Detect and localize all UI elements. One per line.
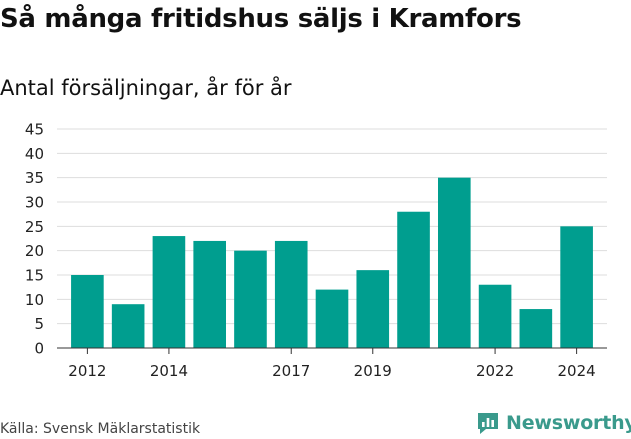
y-tick-label-15: 15 [25,267,44,285]
chart-subtitle: Antal försäljningar, år för år [0,76,292,100]
y-tick-label-40: 40 [25,145,44,163]
y-tick-label-20: 20 [25,242,44,260]
y-axis-labels: 0 5 10 15 20 25 30 35 40 45 [25,121,44,358]
chart-title: Så många fritidshus säljs i Kramfors [0,4,522,34]
y-tick-label-25: 25 [25,218,44,236]
y-tick-label-0: 0 [34,340,44,358]
x-tick-label-2014: 2014 [150,362,188,380]
source-note: Källa: Svensk Mäklarstatistik [0,421,201,437]
bar-2014 [152,236,186,348]
x-tick-label-2024: 2024 [558,362,596,380]
bar-2023 [519,309,553,348]
bar-2020 [397,211,430,348]
y-tick-label-45: 45 [25,121,44,139]
y-tick-label-35: 35 [25,169,44,187]
bar-2015 [193,240,226,348]
bar-2024 [560,226,593,348]
x-tick-label-2012: 2012 [68,362,106,380]
x-tick-label-2022: 2022 [476,362,514,380]
bar-2022 [478,284,512,348]
bar-2019 [356,270,390,348]
bar-2017 [274,240,308,348]
newsworthy-logo: Newsworthy [476,409,631,437]
x-axis-ticks [86,348,578,354]
x-axis-labels: 2012 2014 2017 2019 2022 2024 [68,362,595,380]
logo-text: Newsworthy [506,412,631,434]
x-tick-label-2019: 2019 [354,362,392,380]
bar-2012 [71,275,104,348]
bars [71,177,593,348]
bar-2021 [438,177,471,348]
bar-2018 [315,289,349,348]
bar-2016 [234,250,267,348]
gridlines [57,128,607,325]
y-tick-label-10: 10 [25,291,44,309]
bar-2013 [111,304,145,348]
newsworthy-logo-icon [478,413,498,434]
y-tick-label-30: 30 [25,194,44,212]
x-tick-label-2017: 2017 [272,362,310,380]
y-tick-label-5: 5 [34,315,44,333]
